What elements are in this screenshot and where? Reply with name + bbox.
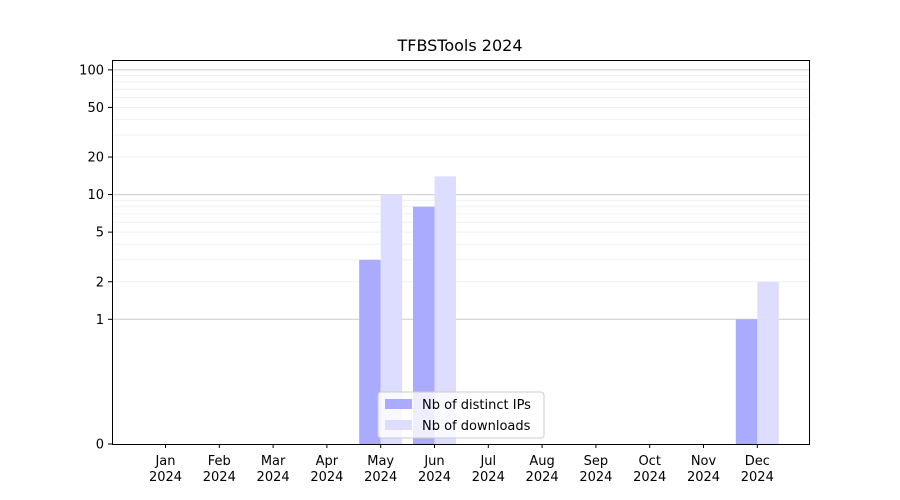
x-tick-label: Aug 2024 <box>526 454 559 485</box>
bar-downloads <box>757 281 779 444</box>
x-tick-label: May 2024 <box>364 454 397 485</box>
bar-distinct-ips <box>413 206 435 444</box>
y-axis: 0 1 2 5 10 20 50 100 <box>79 63 112 453</box>
legend-swatch-ips <box>385 399 412 409</box>
y-tick-label: 100 <box>79 63 104 78</box>
x-tick-label: Oct 2024 <box>633 454 666 485</box>
x-tick-label: Sep 2024 <box>579 454 612 485</box>
grid <box>112 69 809 320</box>
bar-downloads <box>434 176 456 444</box>
x-tick-label: Jun 2024 <box>418 454 451 485</box>
legend: Nb of distinct IPs Nb of downloads <box>377 391 545 439</box>
x-tick-label: Mar 2024 <box>257 454 290 485</box>
x-tick-label: Nov 2024 <box>687 454 720 485</box>
x-axis: Jan 2024 Feb 2024 Mar 2024 Apr 2024 May 2024 Jun 20… <box>149 444 774 485</box>
plot-frame <box>112 60 810 445</box>
x-tick-label: Jul 2024 <box>472 454 505 485</box>
x-tick-label: Feb 2024 <box>203 454 236 485</box>
x-tick-label: Dec 2024 <box>741 454 774 485</box>
bars <box>359 176 779 444</box>
legend-box <box>377 391 545 439</box>
y-tick-label: 0 <box>96 438 104 453</box>
y-tick-label: 1 <box>96 313 104 328</box>
y-tick-label: 2 <box>96 275 104 290</box>
y-tick-label: 50 <box>87 101 104 116</box>
bar-downloads <box>380 194 403 444</box>
legend-label-downloads: Nb of downloads <box>422 419 531 434</box>
x-tick-label: Jan 2024 <box>149 454 182 485</box>
legend-label-ips: Nb of distinct IPs <box>422 398 531 413</box>
y-tick-label: 10 <box>87 188 104 203</box>
y-tick-label: 5 <box>96 226 104 241</box>
chart-title: TFBSTools 2024 <box>396 36 522 55</box>
x-tick-label: Apr 2024 <box>310 454 343 485</box>
y-tick-label: 20 <box>87 151 104 166</box>
bar-distinct-ips <box>735 319 758 444</box>
legend-swatch-downloads <box>385 420 412 430</box>
bar-distinct-ips <box>359 259 381 444</box>
